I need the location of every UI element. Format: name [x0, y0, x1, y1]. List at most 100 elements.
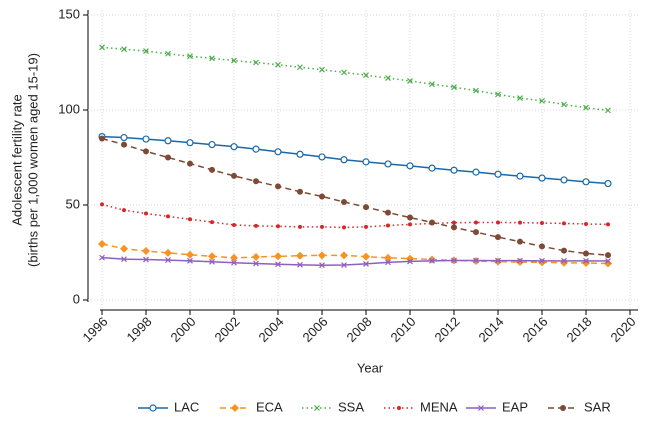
marker: [341, 198, 347, 205]
marker: [605, 258, 611, 264]
legend-marker: [560, 405, 566, 411]
marker: [231, 259, 237, 266]
marker: [165, 257, 171, 264]
marker: [516, 258, 524, 266]
marker: [517, 257, 523, 264]
marker: [319, 262, 325, 269]
legend-marker: [314, 405, 320, 411]
marker: [143, 256, 149, 263]
marker: [604, 179, 612, 188]
legend-marker: [231, 404, 239, 412]
marker: [208, 252, 216, 261]
marker: [518, 220, 522, 225]
marker: [99, 135, 105, 142]
marker: [605, 252, 611, 259]
marker: [561, 257, 567, 264]
legend-marker: [478, 405, 484, 411]
marker: [253, 260, 259, 267]
marker: [187, 257, 193, 264]
marker: [362, 158, 370, 166]
marker: [232, 222, 236, 227]
marker: [583, 250, 589, 257]
marker: [275, 61, 281, 68]
marker: [495, 91, 501, 98]
marker: [583, 257, 589, 264]
legend-label: SAR: [584, 399, 611, 414]
marker: [451, 84, 457, 91]
x-tick-label: 2014: [475, 314, 506, 345]
marker: [495, 234, 501, 241]
marker: [561, 247, 567, 254]
marker: [406, 254, 414, 263]
marker: [142, 246, 150, 255]
marker: [473, 87, 479, 94]
y-tick-label: 50: [66, 196, 80, 211]
marker: [363, 72, 369, 79]
marker: [230, 143, 238, 151]
marker: [296, 150, 304, 158]
y-axis-label: Adolescent fertility rate: [9, 94, 24, 226]
legend-marker: [149, 404, 157, 412]
y-tick-label: 0: [73, 291, 80, 306]
marker: [230, 253, 238, 262]
marker: [165, 154, 171, 161]
marker: [274, 148, 282, 156]
marker: [384, 253, 392, 262]
marker: [560, 258, 568, 267]
marker: [143, 148, 149, 155]
marker: [517, 95, 523, 101]
marker: [319, 66, 325, 73]
marker: [385, 75, 391, 82]
marker: [605, 107, 611, 114]
marker: [209, 55, 215, 62]
marker: [120, 244, 128, 253]
marker: [342, 225, 346, 230]
marker: [340, 251, 348, 260]
marker: [474, 220, 478, 225]
marker: [407, 78, 413, 84]
marker: [560, 176, 568, 184]
marker: [275, 183, 281, 190]
marker: [208, 140, 216, 149]
marker: [516, 172, 524, 180]
x-tick-label: 2020: [607, 314, 638, 345]
marker: [297, 261, 303, 268]
marker: [538, 174, 546, 182]
marker: [561, 101, 567, 108]
marker: [539, 243, 545, 250]
marker: [253, 59, 259, 66]
marker: [164, 248, 172, 257]
marker: [99, 254, 105, 261]
marker: [406, 162, 414, 170]
marker: [539, 257, 545, 264]
marker: [297, 64, 303, 71]
marker: [450, 166, 458, 174]
marker: [584, 222, 588, 226]
marker: [99, 44, 105, 51]
x-tick-label: 1998: [123, 314, 154, 345]
marker: [165, 50, 171, 57]
series-line: [101, 256, 609, 266]
marker: [429, 81, 435, 88]
marker: [429, 219, 435, 226]
marker: [428, 255, 436, 264]
marker: [494, 257, 502, 266]
legend-item: ECA: [220, 399, 283, 414]
x-tick-label: 2002: [211, 314, 242, 345]
marker: [319, 193, 325, 200]
marker: [210, 220, 214, 225]
x-tick-label: 2016: [519, 314, 550, 345]
marker: [384, 160, 392, 168]
x-tick-label: 2008: [343, 314, 374, 345]
x-axis-label: Year: [357, 360, 384, 375]
marker: [100, 202, 104, 207]
marker: [98, 239, 106, 248]
marker: [254, 223, 258, 228]
marker: [231, 57, 237, 64]
marker: [252, 145, 260, 153]
marker: [473, 229, 479, 236]
marker: [186, 139, 194, 147]
marker: [451, 257, 457, 264]
marker: [540, 221, 544, 226]
